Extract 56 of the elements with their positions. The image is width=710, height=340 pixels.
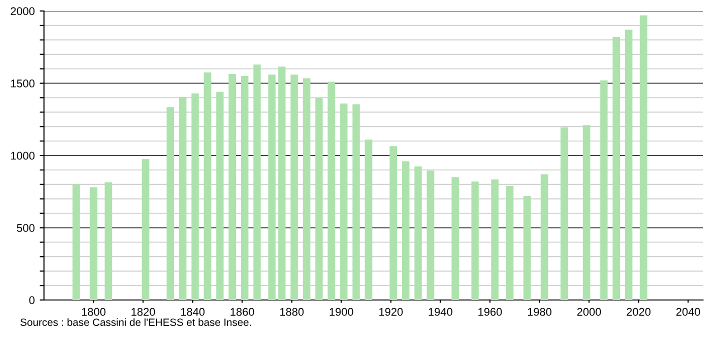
x-tick-label: 2020 [626,308,651,316]
x-tick-label: 1860 [230,308,254,316]
y-tick-label: 500 [16,224,35,232]
y-tick-label: 0 [29,296,35,304]
bar [142,159,150,300]
source-note: Sources : base Cassini de l'EHESS et base Insee. [20,318,251,326]
bar [268,74,276,300]
bar [471,182,479,300]
x-tick-label: 1840 [181,308,205,316]
bar [612,37,620,300]
bar [402,161,410,300]
bar [253,64,261,300]
bar [315,98,323,300]
bar [72,184,80,300]
bar [624,30,632,300]
bar [640,15,648,300]
bar [582,125,590,300]
bar [179,96,186,300]
bar [523,196,531,300]
bar [204,72,212,300]
x-tick-label: 1940 [428,308,452,316]
bar [452,177,459,300]
bar [340,103,348,300]
bar [216,92,224,300]
bar [390,146,398,300]
x-tick-label: 1980 [528,308,552,316]
bar [364,140,372,300]
y-tick-label: 1000 [11,152,35,160]
bar [352,104,360,300]
bar [560,127,568,300]
y-tick-label: 1500 [11,80,35,88]
x-tick-label: 1820 [132,308,156,316]
bar [278,66,286,300]
bar [328,82,336,300]
bar [540,174,548,300]
bar [191,93,199,300]
bar [491,179,499,300]
x-tick-label: 2000 [577,308,601,316]
bar [228,74,236,300]
x-tick-label: 2040 [676,308,700,316]
x-tick-label: 1960 [478,308,502,316]
x-tick-label: 1880 [280,308,304,316]
bar [90,187,98,300]
bar [600,80,608,300]
bar [426,170,434,300]
x-tick-label: 1900 [330,308,354,316]
bar [506,186,514,300]
bar [414,166,422,300]
bar [240,76,248,300]
x-tick-label: 1800 [82,308,106,316]
bar [302,78,310,300]
bar [290,74,298,300]
bar [166,107,174,300]
x-tick-label: 1920 [379,308,403,316]
y-tick-label: 2000 [10,7,35,16]
bar [104,182,112,300]
